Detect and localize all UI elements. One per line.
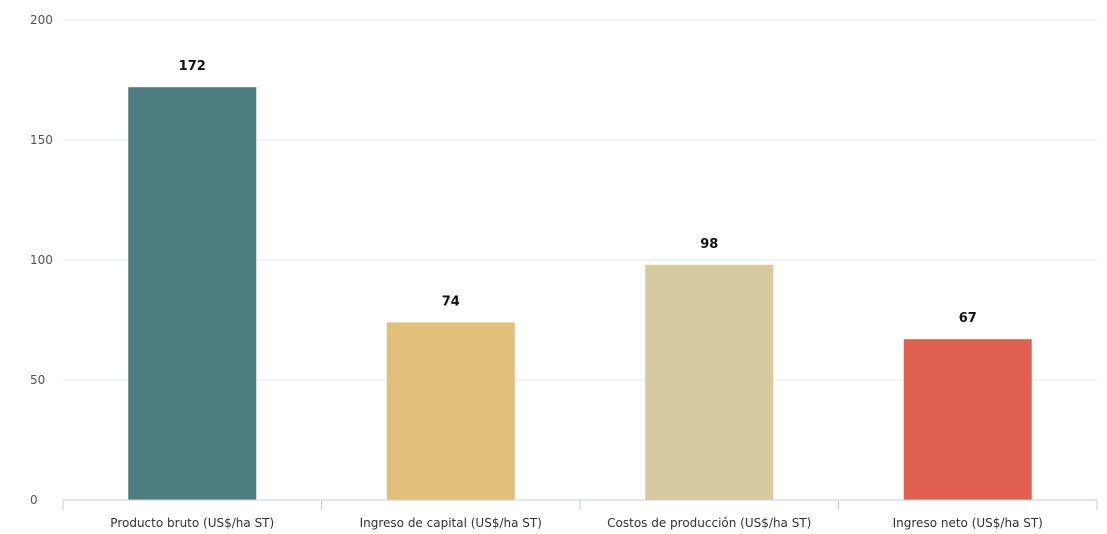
data-label: 67 [959,311,977,326]
bar [386,322,515,500]
data-label: 98 [700,237,718,252]
y-tick-label: 0 [30,493,38,507]
x-tick-label: Costos de producción (US$/ha ST) [607,516,811,530]
data-labels: 172 74 98 67 [179,59,977,326]
x-axis: Producto bruto (US$/ha ST) Ingreso de cap… [62,499,1098,530]
x-tick-label: Producto bruto (US$/ha ST) [110,516,274,530]
x-tick-label: Ingreso de capital (US$/ha ST) [360,516,542,530]
bar [645,264,774,500]
data-label: 172 [179,59,206,74]
y-tick-label: 50 [30,373,45,387]
y-tick-label: 150 [30,133,53,147]
y-tick-label: 100 [30,253,53,267]
x-tick-label: Ingreso neto (US$/ha ST) [893,516,1043,530]
y-tick-label: 200 [30,13,53,27]
y-axis-tick-labels: 0 50 100 150 200 [30,13,53,507]
bar [903,339,1032,500]
bar [128,87,257,500]
bars [128,87,1032,500]
data-label: 74 [442,294,460,309]
